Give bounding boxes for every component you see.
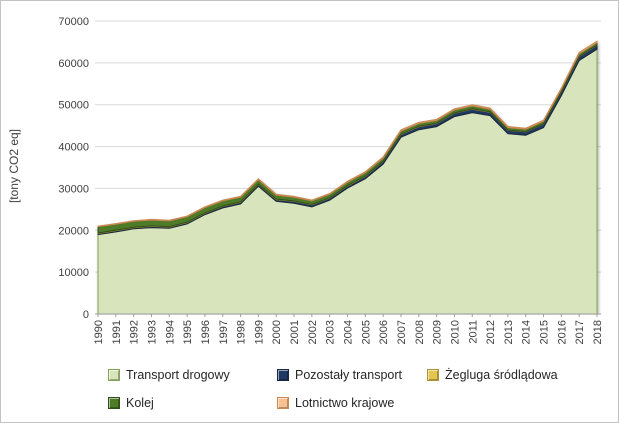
y-tick-label: 60000 bbox=[58, 58, 89, 70]
y-axis-tick-labels: 0 10000 20000 30000 40000 50000 60000 70000 bbox=[58, 16, 89, 321]
x-tick-label: 1997 bbox=[218, 320, 230, 344]
x-tick-label: 2015 bbox=[539, 320, 551, 344]
legend-swatch-kolej-icon bbox=[108, 397, 120, 409]
x-tick-label: 2013 bbox=[503, 320, 515, 344]
x-tick-label: 2017 bbox=[574, 320, 586, 344]
legend-item-pozostaly-transport: Pozostały transport bbox=[277, 367, 402, 383]
legend-swatch-lotnictwo-krajowe-icon bbox=[277, 397, 289, 409]
x-tick-label: 1994 bbox=[164, 320, 176, 344]
legend-label: Lotnictwo krajowe bbox=[295, 396, 395, 410]
legend-swatch-zegluga-srodladowa-icon bbox=[427, 369, 439, 381]
y-tick-label: 10000 bbox=[58, 267, 89, 279]
x-tick-label: 2007 bbox=[396, 320, 408, 344]
x-tick-label: 2014 bbox=[521, 320, 533, 344]
x-tick-label: 2012 bbox=[485, 320, 497, 344]
x-tick-label: 2006 bbox=[378, 320, 390, 344]
x-tick-label: 2003 bbox=[325, 320, 337, 344]
x-tick-label: 2002 bbox=[307, 320, 319, 344]
legend-item-transport-drogowy: Transport drogowy bbox=[108, 367, 230, 383]
y-tick-label: 70000 bbox=[58, 16, 89, 28]
y-tick-label: 20000 bbox=[58, 225, 89, 237]
x-axis bbox=[95, 313, 601, 317]
x-axis-category-labels: 1990 1991 1992 1993 1994 1995 1996 1997 1998 1999… bbox=[93, 320, 604, 344]
x-tick-label: 1993 bbox=[146, 320, 158, 344]
legend-item-zegluga-srodladowa: Żegluga śródlądowa bbox=[427, 367, 558, 383]
x-tick-label: 2009 bbox=[432, 320, 444, 344]
legend-swatch-pozostaly-transport-icon bbox=[277, 369, 289, 381]
legend-label: Żegluga śródlądowa bbox=[445, 368, 558, 382]
x-tick-label: 2001 bbox=[289, 320, 301, 344]
y-tick-label: 30000 bbox=[58, 183, 89, 195]
y-tick-label: 40000 bbox=[58, 142, 89, 154]
x-tick-label: 2004 bbox=[343, 320, 355, 344]
y-tick-label: 50000 bbox=[58, 100, 89, 112]
x-tick-label: 1992 bbox=[129, 320, 141, 344]
x-tick-label: 2018 bbox=[592, 320, 604, 344]
x-tick-label: 2010 bbox=[449, 320, 461, 344]
y-tick-label: 0 bbox=[83, 309, 89, 321]
legend-swatch-transport-drogowy-icon bbox=[108, 369, 120, 381]
x-tick-label: 2005 bbox=[360, 320, 372, 344]
legend-item-kolej: Kolej bbox=[108, 395, 154, 411]
plot-area bbox=[97, 40, 598, 315]
x-tick-label: 2011 bbox=[467, 320, 479, 344]
x-tick-label: 1995 bbox=[182, 320, 194, 344]
x-tick-label: 2008 bbox=[414, 320, 426, 344]
x-tick-label: 1999 bbox=[253, 320, 265, 344]
legend-label: Kolej bbox=[126, 396, 154, 410]
series-area-Lotnictwo krajowe bbox=[97, 40, 598, 228]
x-tick-label: 1990 bbox=[93, 320, 105, 344]
x-tick-label: 2016 bbox=[556, 320, 568, 344]
legend-item-lotnictwo-krajowe: Lotnictwo krajowe bbox=[277, 395, 394, 411]
x-tick-label: 1996 bbox=[200, 320, 212, 344]
x-tick-label: 1991 bbox=[111, 320, 123, 344]
legend-label: Pozostały transport bbox=[295, 368, 402, 382]
x-tick-label: 1998 bbox=[236, 320, 248, 344]
y-axis-title: [tony CO2 eq] bbox=[7, 128, 21, 204]
legend-label: Transport drogowy bbox=[126, 368, 230, 382]
x-tick-label: 2000 bbox=[271, 320, 283, 344]
